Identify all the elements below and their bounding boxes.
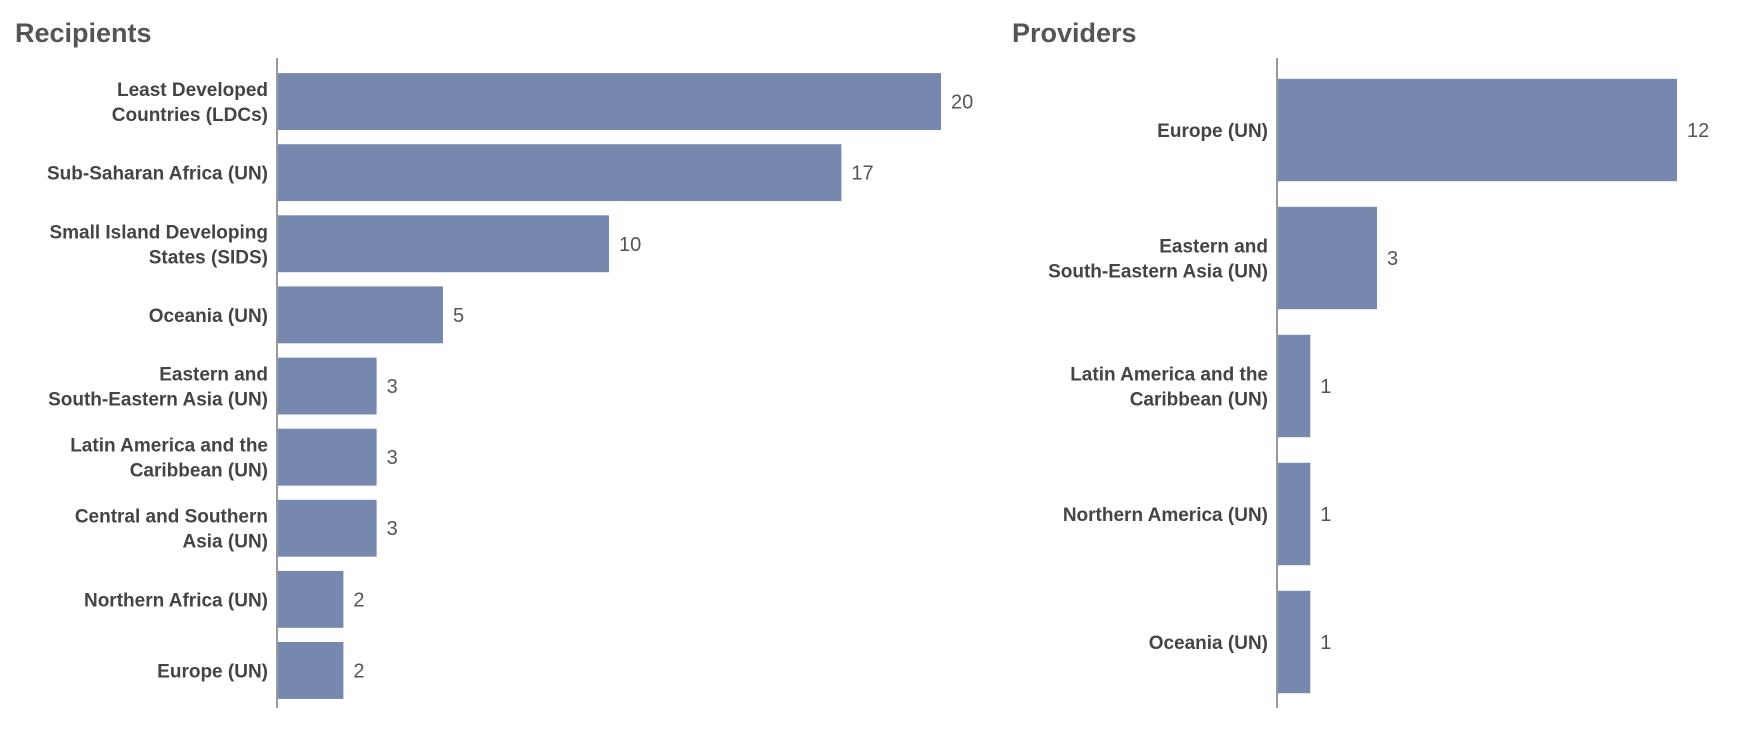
recipients-category-label: Asia (UN) <box>182 532 268 553</box>
providers-value-label: 1 <box>1320 504 1331 526</box>
recipients-category-label: Least Developed <box>117 80 268 101</box>
providers-category-label: Eastern and <box>1159 237 1268 258</box>
recipients-category-label: Europe (UN) <box>157 661 268 682</box>
providers-title: Providers <box>1012 18 1137 48</box>
recipients-bar <box>277 215 609 273</box>
providers-category-label: Northern America (UN) <box>1063 505 1268 526</box>
recipients-category-label: Central and Southern <box>75 507 268 528</box>
providers-bar <box>1277 206 1377 310</box>
providers-value-label: 1 <box>1320 376 1331 398</box>
recipients-bar <box>277 428 377 486</box>
recipients-category-label: States (SIDS) <box>149 247 268 268</box>
providers-category-label: South-Eastern Asia (UN) <box>1048 262 1268 283</box>
providers-value-label: 1 <box>1320 632 1331 654</box>
recipients-bar <box>277 286 443 344</box>
recipients-bar <box>277 144 842 202</box>
providers-bar <box>1277 334 1311 438</box>
recipients-category-label: Sub-Saharan Africa (UN) <box>47 164 268 185</box>
providers-category-label: Caribbean (UN) <box>1130 390 1268 411</box>
recipients-category-label: Eastern and <box>159 365 268 386</box>
recipients-value-label: 3 <box>387 376 398 398</box>
recipients-category-label: Oceania (UN) <box>149 306 268 327</box>
recipients-category-label: Latin America and the <box>70 436 268 457</box>
providers-category-label: Europe (UN) <box>1157 121 1268 142</box>
recipients-value-label: 2 <box>353 589 364 611</box>
providers-value-label: 12 <box>1687 120 1709 142</box>
recipients-bar <box>277 357 377 415</box>
providers-category-label: Oceania (UN) <box>1149 633 1268 654</box>
recipients-bar <box>277 570 344 628</box>
recipients-bar <box>277 499 377 557</box>
recipients-panel: Recipients 20 Least Developed Countries (L… <box>15 18 973 708</box>
recipients-category-label: Small Island Developing <box>49 222 268 243</box>
recipients-category-label: Northern Africa (UN) <box>84 590 268 611</box>
recipients-value-label: 10 <box>619 234 641 256</box>
recipients-category-label: Countries (LDCs) <box>112 105 268 126</box>
providers-bar <box>1277 462 1311 566</box>
providers-bar <box>1277 78 1677 182</box>
recipients-bar <box>277 642 344 699</box>
recipients-category-label: South-Eastern Asia (UN) <box>48 390 268 411</box>
recipients-value-label: 3 <box>387 518 398 540</box>
recipients-value-label: 3 <box>387 447 398 469</box>
recipients-title: Recipients <box>15 18 152 48</box>
recipients-value-label: 5 <box>453 305 464 327</box>
recipients-value-label: 2 <box>353 660 364 682</box>
recipients-category-label: Caribbean (UN) <box>130 461 268 482</box>
providers-bar <box>1277 590 1311 694</box>
recipients-value-label: 17 <box>851 163 873 185</box>
recipients-value-label: 20 <box>951 92 973 114</box>
recipients-bar <box>277 73 941 130</box>
providers-panel: Providers 12 Europe (UN) 3 Eastern and South… <box>1012 18 1709 708</box>
providers-value-label: 3 <box>1387 248 1398 270</box>
providers-category-label: Latin America and the <box>1070 365 1268 386</box>
